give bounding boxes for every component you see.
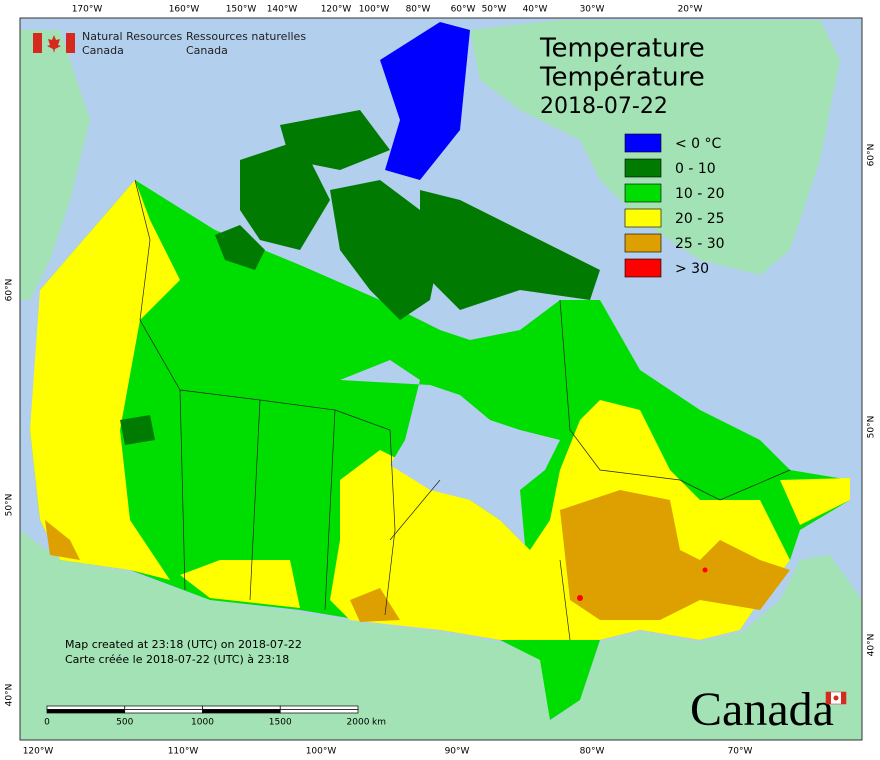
agency-fr: Canada	[186, 44, 228, 57]
scale-segment	[46, 709, 126, 714]
scale-segment	[279, 705, 359, 710]
legend-swatch	[624, 208, 662, 228]
scale-label: 0	[44, 718, 50, 728]
ellesmere-island	[380, 22, 470, 180]
agency-en: Canada	[82, 44, 124, 57]
legend-swatch	[624, 258, 662, 278]
region-20-25-west	[30, 180, 180, 580]
legend-label: 25 - 30	[675, 236, 725, 252]
longitude-label: 20°W	[678, 5, 703, 15]
latitude-label: 50°N	[867, 416, 877, 439]
borders	[134, 179, 791, 641]
island	[240, 140, 330, 250]
alaska	[20, 30, 90, 300]
scale-segment	[124, 705, 203, 710]
latitude-label: 40°N	[867, 634, 877, 657]
longitude-label: 70°W	[728, 747, 753, 757]
region-25-30-bc	[45, 520, 80, 560]
longitude-label: 170°W	[72, 5, 103, 15]
legend-swatch	[624, 233, 662, 253]
scale-segment	[202, 709, 281, 714]
scale-unit: km	[372, 718, 386, 728]
scale-segment	[279, 709, 359, 714]
longitude-label: 90°W	[445, 747, 470, 757]
longitude-label: 120°W	[23, 747, 54, 757]
legend-label: 10 - 20	[675, 186, 725, 202]
hudson-bay	[340, 360, 560, 545]
region-over-30	[702, 567, 708, 573]
scale-label: 1000	[191, 718, 214, 728]
longitude-label: 60°W	[451, 5, 476, 15]
region-20-25-prairie	[180, 560, 300, 608]
title: Température	[539, 63, 705, 93]
legend-label: > 30	[675, 261, 709, 277]
island	[215, 225, 265, 270]
note: Map created at 23:18 (UTC) on 2018-07-22	[65, 638, 302, 651]
longitude-label: 150°W	[226, 5, 257, 15]
longitude-label: 30°W	[580, 5, 605, 15]
longitude-label: 160°W	[169, 5, 200, 15]
wordmark: Canada	[690, 683, 834, 736]
legend-label: 20 - 25	[675, 211, 725, 227]
scale-label: 2000	[347, 718, 370, 728]
agency-fr: Ressources naturelles	[186, 30, 306, 43]
latitude-label: 50°N	[5, 494, 15, 517]
longitude-label: 110°W	[168, 747, 199, 757]
scale-segment	[124, 709, 203, 714]
latitude-label: 60°N	[867, 144, 877, 167]
title-date: 2018-07-22	[540, 94, 668, 119]
region-over-30	[577, 595, 583, 601]
region-20-25-nfld	[780, 478, 850, 525]
legend-swatch	[624, 158, 662, 178]
legend-swatch	[624, 183, 662, 203]
latitude-label: 40°N	[5, 684, 15, 707]
longitude-label: 40°W	[523, 5, 548, 15]
longitude-label: 100°W	[306, 747, 337, 757]
baffin-island	[420, 190, 600, 310]
wordmark-flag	[825, 691, 847, 705]
note: Carte créée le 2018-07-22 (UTC) à 23:18	[65, 653, 289, 666]
longitude-label: 140°W	[267, 5, 298, 15]
legend-label: 0 - 10	[675, 161, 716, 177]
mountains	[120, 415, 155, 445]
longitude-label: 50°W	[482, 5, 507, 15]
latitude-label: 60°N	[5, 279, 15, 302]
longitude-label: 80°W	[580, 747, 605, 757]
legend-swatch	[624, 133, 662, 153]
agency-en: Natural Resources	[82, 30, 183, 43]
scale-label: 500	[116, 718, 133, 728]
region-25-30-prairie	[350, 588, 400, 622]
longitude-label: 120°W	[321, 5, 352, 15]
map-frame	[19, 17, 863, 741]
longitude-label: 80°W	[406, 5, 431, 15]
scale-label: 1500	[269, 718, 292, 728]
longitude-label: 100°W	[359, 5, 390, 15]
island	[280, 110, 390, 170]
island	[330, 180, 440, 320]
scale-segment	[202, 705, 281, 710]
fip-logo	[33, 33, 75, 53]
usa	[20, 530, 862, 740]
scale-segment	[46, 705, 126, 710]
legend-label: < 0 °C	[675, 136, 722, 152]
title: Temperature	[539, 34, 705, 64]
region-25-30-quebec	[560, 490, 790, 620]
